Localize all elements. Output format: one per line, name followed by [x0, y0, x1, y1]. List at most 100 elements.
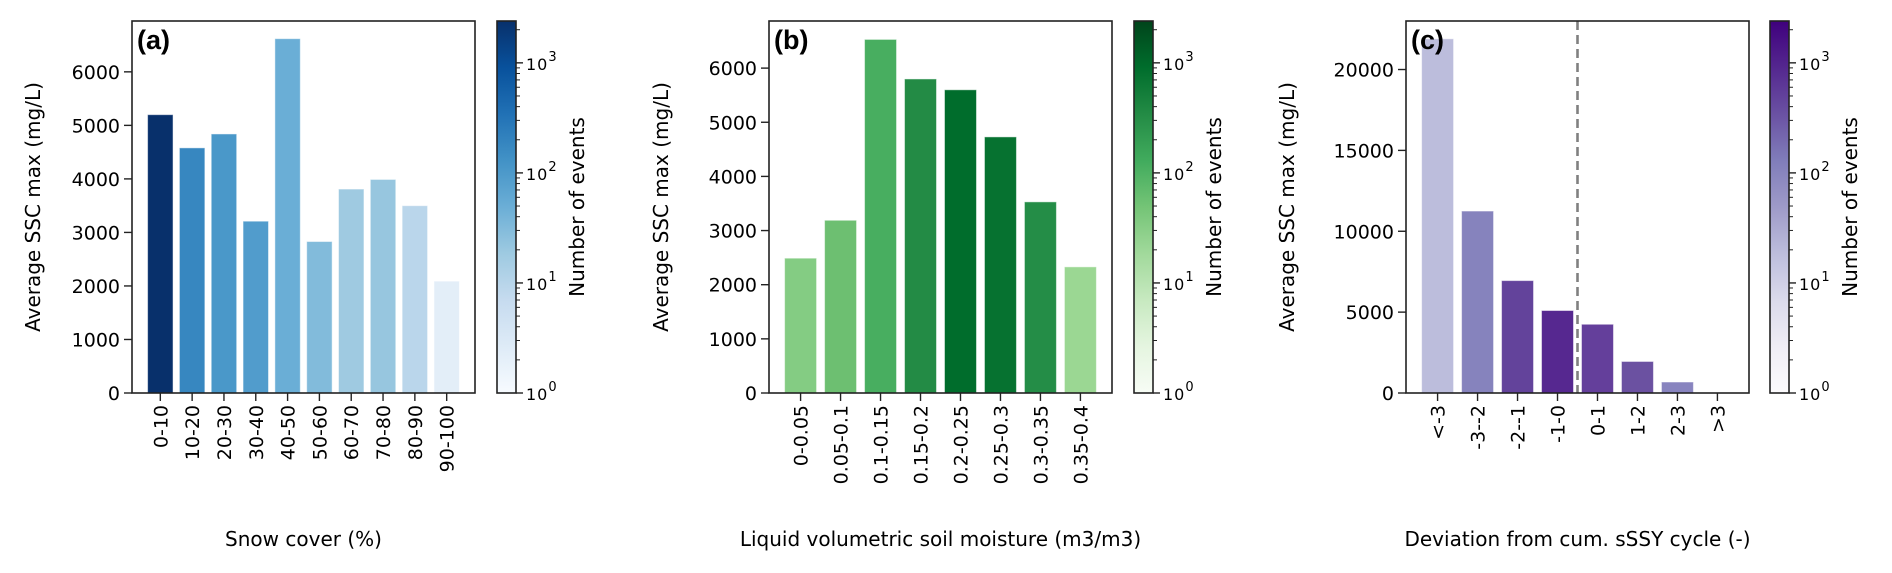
- x-tick-label: 20-30: [214, 405, 236, 460]
- x-tick-label: 30-40: [246, 405, 268, 460]
- bar--3--2: [1461, 210, 1495, 394]
- x-tick-label: 0.3-0.35: [1030, 405, 1052, 484]
- y-tick-label: 0: [108, 383, 120, 405]
- bar-0-0.05: [784, 257, 818, 394]
- colorbar-tick-label: 101: [1799, 270, 1831, 294]
- y-tick-label: 5000: [709, 112, 757, 134]
- colorbar-tick-base: 10: [1163, 275, 1185, 294]
- x-tick-label: 0-10: [150, 405, 172, 448]
- axes-frame: [1405, 20, 1750, 394]
- bar-0.2-0.25: [943, 89, 977, 394]
- colorbar-tick-exponent: 0: [1821, 380, 1830, 395]
- y-tick-label: 1000: [709, 329, 757, 351]
- colorbar-tick-exponent: 1: [1185, 270, 1194, 285]
- colorbar-tick-base: 10: [526, 55, 548, 74]
- colorbar-tick-base: 10: [526, 165, 548, 184]
- colorbar-scale: [1769, 20, 1790, 394]
- colorbar-tick-exponent: 0: [548, 380, 557, 395]
- colorbar-tick-base: 10: [1163, 385, 1185, 404]
- panel-label: (b): [774, 25, 808, 55]
- bar-2-3: [1660, 381, 1694, 394]
- bar-0.3-0.35: [1023, 201, 1057, 394]
- bar-0.35-0.4: [1063, 266, 1097, 394]
- y-tick-label: 6000: [709, 58, 757, 80]
- bar-20-30: [210, 133, 238, 394]
- colorbar-tick-exponent: 1: [548, 270, 557, 285]
- x-tick-label: 10-20: [182, 405, 204, 460]
- y-tick-label: 1000: [72, 329, 120, 351]
- x-tick-label: 60-70: [341, 405, 363, 460]
- x-tick-label: -1-0: [1548, 405, 1570, 443]
- colorbar-tick-base: 10: [526, 385, 548, 404]
- colorbar-tick-exponent: 0: [1185, 380, 1194, 395]
- x-tick-label: 80-90: [405, 405, 427, 460]
- panel-c: 0 5000 10000 15000 20000 <-3 -3--2 -2--1 -1-0 0-1…: [1275, 20, 1862, 551]
- bar-1-2: [1620, 360, 1654, 394]
- colorbar-tick-base: 10: [1799, 165, 1821, 184]
- x-tick-label: 90-100: [437, 405, 459, 472]
- colorbar-tick-exponent: 3: [548, 50, 557, 65]
- x-tick-label: 0.25-0.3: [990, 405, 1012, 484]
- axes-frame: [131, 20, 476, 394]
- bar-10-20: [178, 147, 206, 394]
- y-tick-label: 10000: [1334, 221, 1394, 243]
- x-tick-label: 0.15-0.2: [911, 405, 933, 484]
- colorbar-scale: [1133, 20, 1154, 394]
- x-tick-label: 0-0.05: [791, 405, 813, 466]
- y-tick-label: 6000: [72, 62, 120, 84]
- axes-frame: [768, 20, 1113, 394]
- x-tick-label: -2--1: [1508, 405, 1530, 450]
- colorbar-tick-label: 103: [1799, 50, 1831, 74]
- colorbar-tick-base: 10: [1799, 275, 1821, 294]
- colorbar-scale: [496, 20, 517, 394]
- colorbar-tick-exponent: 3: [1185, 50, 1194, 65]
- colorbar-label: Number of events: [565, 117, 589, 297]
- colorbar-tick-label: 101: [1163, 270, 1195, 294]
- y-tick-label: 3000: [709, 221, 757, 243]
- colorbar-tick-base: 10: [1799, 385, 1821, 404]
- bar-0-10: [147, 114, 174, 394]
- x-tick-label: 40-50: [278, 405, 300, 460]
- x-axis-label: Liquid volumetric soil moisture (m3/m3): [740, 527, 1141, 551]
- colorbar-tick-base: 10: [1163, 165, 1185, 184]
- y-tick-label: 5000: [1346, 302, 1394, 324]
- y-tick-label: 5000: [72, 115, 120, 137]
- bar--2--1: [1501, 280, 1535, 394]
- bar-30-40: [242, 220, 270, 394]
- panel-label: (c): [1411, 25, 1444, 55]
- bar-0.25-0.3: [983, 136, 1017, 394]
- colorbar-tick-base: 10: [1163, 55, 1185, 74]
- colorbar-tick-label: 103: [526, 50, 558, 74]
- y-axis-label: Average SSC max (mg/L): [1275, 82, 1299, 332]
- x-axis-label: Snow cover (%): [225, 527, 382, 551]
- x-tick-label: 2-3: [1667, 405, 1689, 436]
- colorbar-tick-exponent: 2: [548, 160, 557, 175]
- x-tick-label: >3: [1707, 405, 1729, 433]
- x-tick-label: 70-80: [373, 405, 395, 460]
- colorbar-tick-exponent: 2: [1821, 160, 1830, 175]
- y-tick-label: 15000: [1334, 140, 1394, 162]
- x-tick-label: 0-1: [1587, 405, 1609, 436]
- y-tick-label: 20000: [1334, 60, 1394, 82]
- panel-label: (a): [137, 25, 170, 55]
- bar-70-80: [369, 178, 397, 394]
- x-tick-label: -3--2: [1468, 405, 1490, 450]
- bar-0.1-0.15: [864, 38, 898, 394]
- y-tick-label: 0: [1382, 383, 1394, 405]
- colorbar-label: Number of events: [1202, 117, 1226, 297]
- colorbar-tick-label: 101: [526, 270, 558, 294]
- colorbar-label: Number of events: [1838, 117, 1862, 297]
- colorbar-tick-label: 102: [526, 160, 558, 184]
- colorbar-tick-exponent: 1: [1821, 270, 1830, 285]
- y-axis-label: Average SSC max (mg/L): [21, 82, 45, 332]
- bar-0.05-0.1: [824, 219, 858, 394]
- bar-50-60: [306, 241, 333, 394]
- bar-0.15-0.2: [904, 78, 938, 394]
- bar-90-100: [433, 280, 460, 394]
- colorbar-tick-base: 10: [526, 275, 548, 294]
